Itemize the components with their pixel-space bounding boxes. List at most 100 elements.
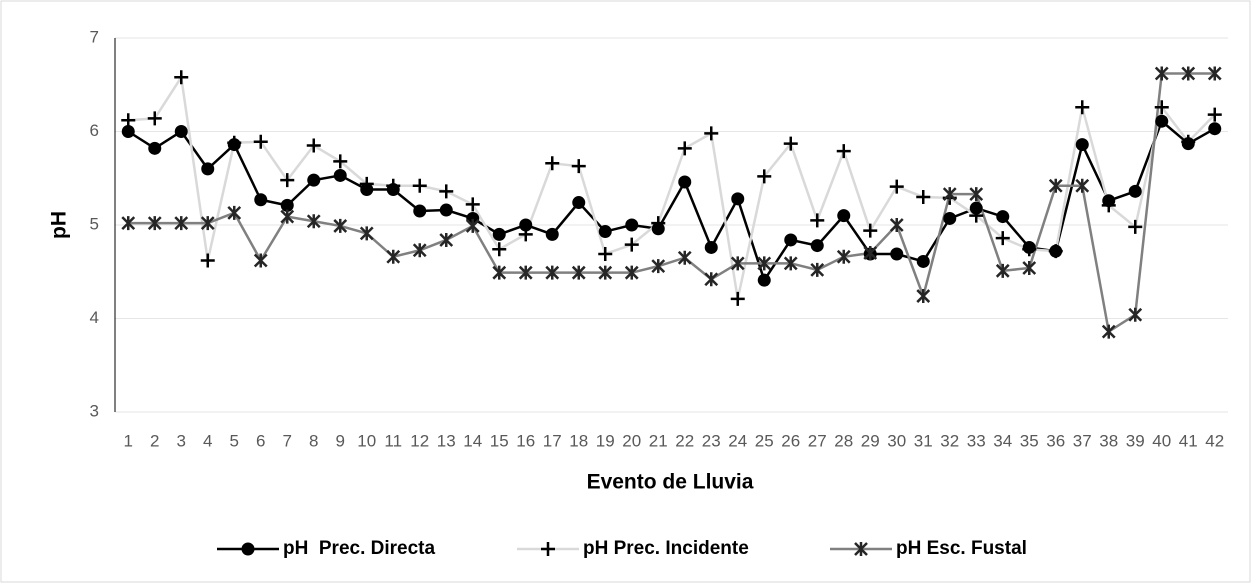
marker <box>571 265 586 280</box>
x-tick-label: 2 <box>150 431 159 450</box>
series-markers <box>121 114 1222 287</box>
marker <box>916 289 931 304</box>
x-tick-label: 15 <box>490 431 509 450</box>
marker <box>863 223 878 238</box>
x-tick-label: 14 <box>463 431 482 450</box>
marker <box>916 254 930 268</box>
legend-label: pH Prec. Incidente <box>583 538 749 559</box>
marker <box>227 205 242 220</box>
x-tick-label: 21 <box>649 431 668 450</box>
x-tick-label: 20 <box>622 431 641 450</box>
marker <box>598 265 613 280</box>
marker <box>306 214 321 229</box>
y-tick-label: 3 <box>90 401 99 420</box>
y-tick-label: 7 <box>90 27 99 46</box>
marker <box>704 240 718 254</box>
marker <box>241 542 255 556</box>
marker <box>359 226 374 241</box>
x-tick-label: 38 <box>1099 431 1118 450</box>
x-tick-label: 19 <box>596 431 615 450</box>
marker <box>810 239 824 253</box>
marker <box>731 192 745 206</box>
x-tick-label: 1 <box>124 431 133 450</box>
marker <box>704 272 719 287</box>
x-tick-label: 11 <box>384 431 402 450</box>
marker <box>942 187 957 202</box>
marker <box>1048 244 1063 259</box>
marker <box>836 249 851 264</box>
x-tick-label: 24 <box>728 431 747 450</box>
x-tick-label: 35 <box>1020 431 1039 450</box>
marker <box>1207 66 1222 81</box>
marker <box>1208 122 1222 136</box>
marker <box>651 216 666 231</box>
marker <box>1048 178 1063 193</box>
marker <box>492 242 507 257</box>
marker <box>1181 66 1196 81</box>
x-tick-label: 5 <box>230 431 239 450</box>
x-tick-label: 13 <box>437 431 456 450</box>
marker <box>201 162 215 176</box>
marker <box>148 141 162 155</box>
marker <box>519 218 533 232</box>
y-tick-label: 5 <box>90 214 99 233</box>
marker <box>889 218 904 232</box>
series-line <box>128 72 1215 334</box>
marker <box>121 216 136 231</box>
y-tick-label: 4 <box>90 308 99 327</box>
marker <box>837 209 851 223</box>
marker <box>810 213 825 228</box>
x-tick-label: 32 <box>940 431 959 450</box>
marker <box>465 197 480 212</box>
x-tick-label: 18 <box>569 431 588 450</box>
marker <box>121 113 136 128</box>
marker <box>253 253 268 268</box>
series-markers <box>121 66 1222 339</box>
x-tick-label: 4 <box>203 431 212 450</box>
x-tick-label: 6 <box>256 431 265 450</box>
marker <box>677 141 692 156</box>
marker <box>969 201 983 215</box>
marker <box>863 246 878 261</box>
x-tick-label: 40 <box>1152 431 1171 450</box>
marker <box>996 210 1010 224</box>
marker <box>333 168 347 182</box>
marker <box>1075 178 1090 193</box>
x-tick-label: 23 <box>702 431 721 450</box>
marker <box>174 70 189 85</box>
marker <box>783 256 798 271</box>
x-tick-label: 42 <box>1205 431 1224 450</box>
marker <box>598 225 612 239</box>
marker <box>943 211 957 225</box>
marker <box>1101 324 1116 339</box>
marker <box>412 243 427 258</box>
marker <box>545 227 559 241</box>
marker <box>541 542 555 556</box>
x-tick-label: 7 <box>283 431 292 450</box>
marker <box>969 208 984 223</box>
marker <box>624 265 639 280</box>
marker <box>1075 138 1089 152</box>
marker <box>784 233 798 247</box>
marker <box>227 135 242 150</box>
marker <box>518 265 533 280</box>
marker <box>1128 184 1142 198</box>
x-tick-label: 29 <box>861 431 880 450</box>
marker <box>730 291 745 306</box>
marker <box>412 178 427 193</box>
x-tick-label: 12 <box>410 431 429 450</box>
x-tick-label: 33 <box>967 431 986 450</box>
x-tick-label: 37 <box>1073 431 1092 450</box>
marker <box>1128 219 1143 234</box>
marker <box>995 231 1010 246</box>
marker <box>439 232 454 247</box>
marker <box>704 126 719 141</box>
x-axis-label: Evento de Lluvia <box>587 471 754 494</box>
marker <box>386 178 401 193</box>
marker <box>280 209 295 224</box>
x-tick-label: 34 <box>993 431 1012 450</box>
x-tick-label: 26 <box>781 431 800 450</box>
marker <box>1181 134 1196 149</box>
marker <box>147 111 162 126</box>
